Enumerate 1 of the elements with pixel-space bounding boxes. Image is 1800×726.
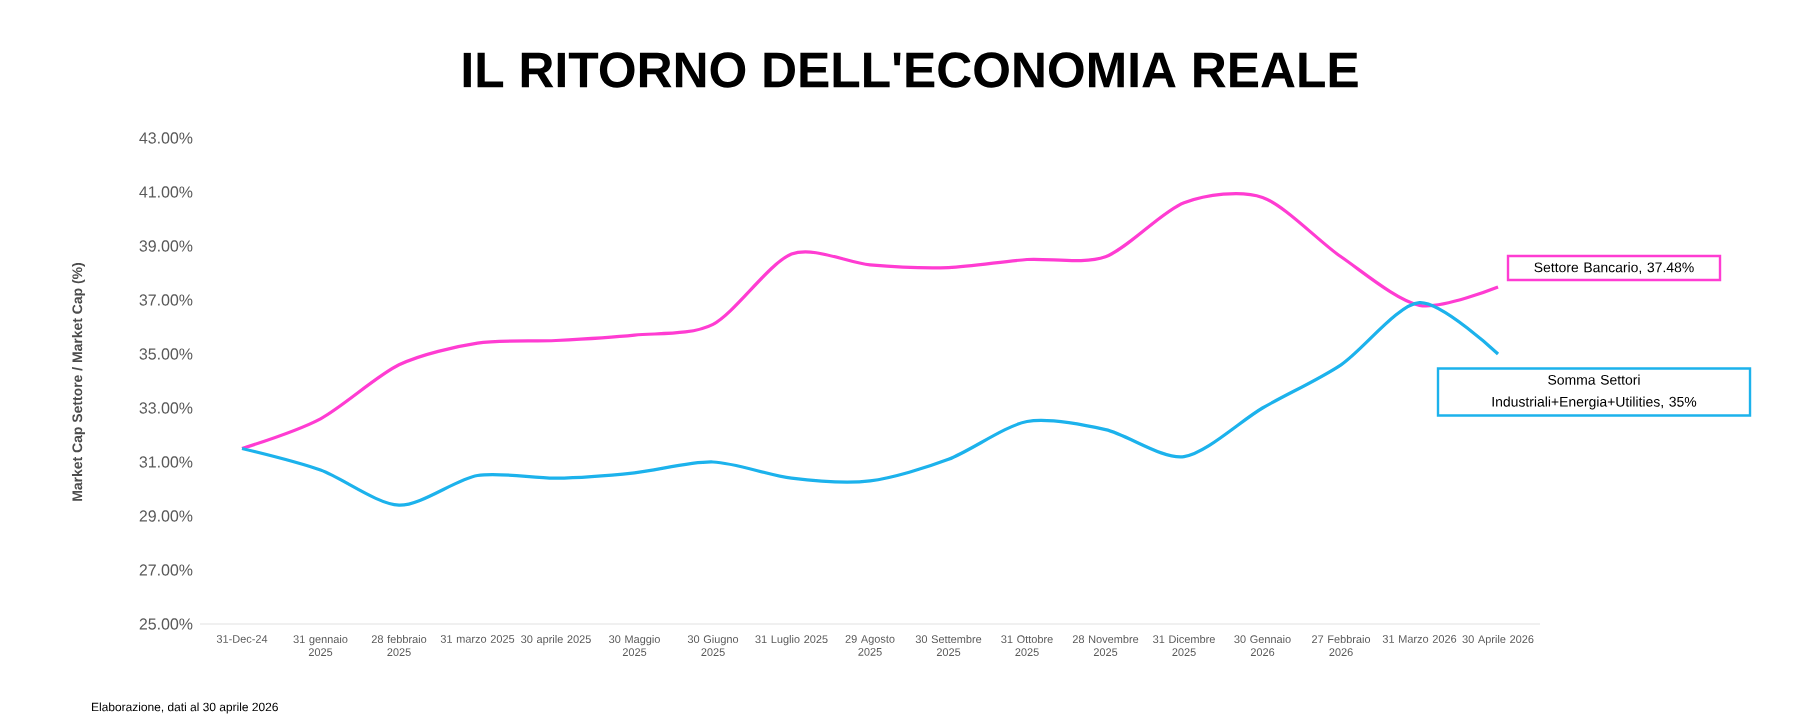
chart-title: IL RITORNO DELL'ECONOMIA REALE (463, 52, 1358, 88)
